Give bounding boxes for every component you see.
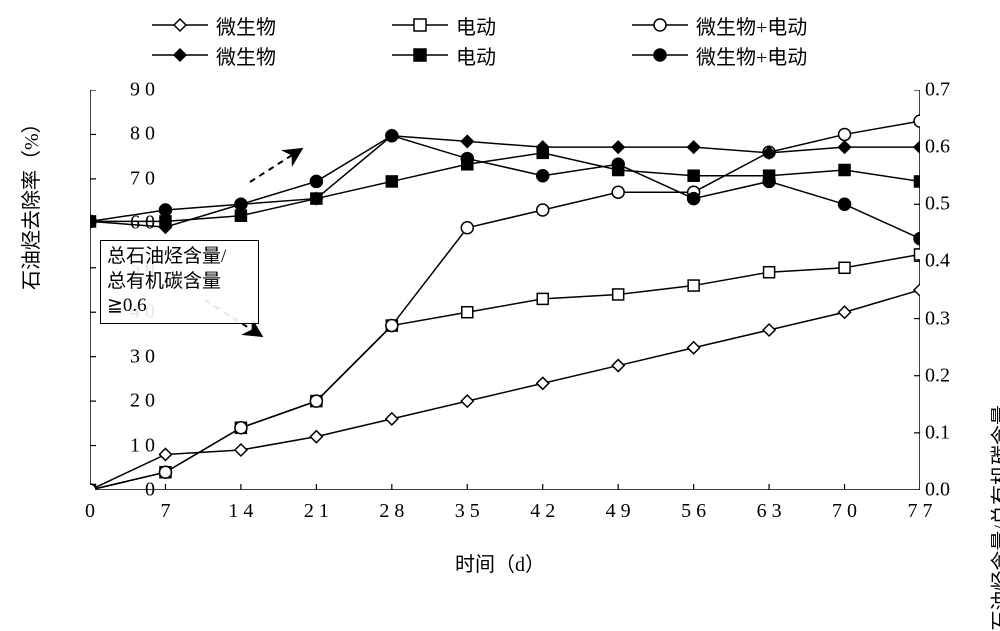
legend-label: 电动	[456, 11, 496, 40]
chart-container: 微生物电动微生物+电动微生物电动微生物+电动 石油烃去除率（%） 石油烃含量/总…	[10, 10, 990, 582]
y-right-tick-label: 0.5	[925, 193, 985, 216]
x-tick-label: 7	[145, 500, 185, 523]
y-right-tick-label: 0.4	[925, 250, 985, 273]
legend-item: 微生物	[150, 40, 390, 70]
legend: 微生物电动微生物+电动微生物电动微生物+电动	[150, 10, 870, 70]
x-tick-label: 7 0	[825, 500, 865, 523]
legend-marker-icon	[390, 45, 450, 65]
legend-label: 电动	[456, 41, 496, 70]
x-tick-label: 0	[70, 500, 110, 523]
y-left-tick-label: 9 0	[95, 79, 155, 102]
legend-label: 微生物+电动	[696, 41, 807, 70]
x-tick-label: 4 9	[598, 500, 638, 523]
y-axis-right-label: 石油烃含量/总有机碳含量	[985, 405, 1000, 631]
y-right-tick-label: 0.6	[925, 136, 985, 159]
annotation-box: 总石油烃含量/ 总有机碳含量 ≧0.6	[100, 240, 259, 324]
y-right-tick-label: 0.2	[925, 364, 985, 387]
legend-marker-icon	[150, 45, 210, 65]
legend-marker-icon	[390, 15, 450, 35]
x-axis-label: 时间（d）	[10, 548, 990, 577]
y-right-tick-label: 0.7	[925, 79, 985, 102]
y-left-tick-label: 0	[95, 479, 155, 502]
annotation-line2: 总有机碳含量	[107, 271, 221, 292]
legend-marker-icon	[150, 15, 210, 35]
x-tick-label: 3 5	[447, 500, 487, 523]
y-left-tick-label: 3 0	[95, 345, 155, 368]
annotation-line1: 总石油烃含量/	[107, 246, 226, 267]
legend-marker-icon	[630, 45, 690, 65]
x-tick-label: 4 2	[523, 500, 563, 523]
x-tick-label: 6 3	[749, 500, 789, 523]
y-right-tick-label: 0.3	[925, 307, 985, 330]
y-left-tick-label: 7 0	[95, 167, 155, 190]
y-left-tick-label: 6 0	[95, 212, 155, 235]
x-tick-label: 7 7	[900, 500, 940, 523]
y-left-tick-label: 1 0	[95, 434, 155, 457]
x-tick-label: 1 4	[221, 500, 261, 523]
x-tick-label: 5 6	[674, 500, 714, 523]
legend-item: 电动	[390, 40, 630, 70]
y-right-tick-label: 0.0	[925, 479, 985, 502]
y-right-tick-label: 0.1	[925, 421, 985, 444]
legend-label: 微生物+电动	[696, 11, 807, 40]
legend-item: 电动	[390, 10, 630, 40]
y-left-tick-label: 8 0	[95, 123, 155, 146]
x-tick-label: 2 8	[372, 500, 412, 523]
legend-label: 微生物	[216, 11, 276, 40]
annotation-line3: ≧0.6	[107, 295, 147, 316]
legend-item: 微生物	[150, 10, 390, 40]
x-tick-label: 2 1	[296, 500, 336, 523]
legend-item: 微生物+电动	[630, 40, 870, 70]
y-axis-left-label: 石油烃去除率（%）	[15, 113, 44, 290]
legend-item: 微生物+电动	[630, 10, 870, 40]
legend-marker-icon	[630, 15, 690, 35]
y-left-tick-label: 2 0	[95, 390, 155, 413]
legend-label: 微生物	[216, 41, 276, 70]
